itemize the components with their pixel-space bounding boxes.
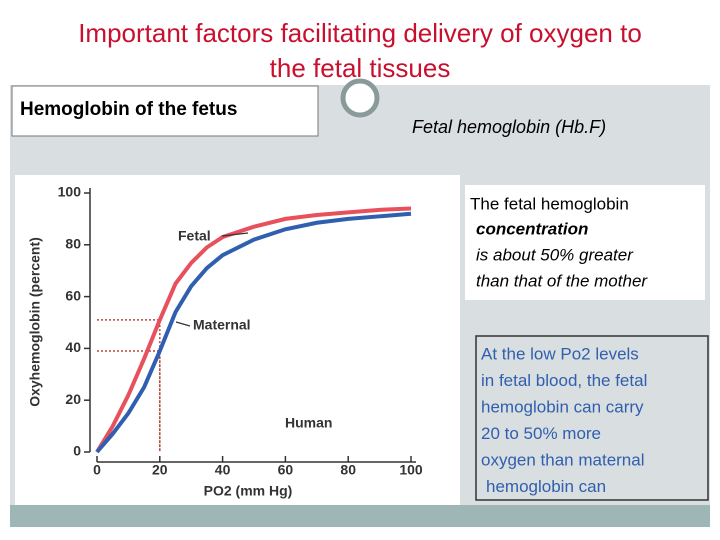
series-label: Maternal bbox=[193, 317, 251, 333]
x-tick-label: 60 bbox=[278, 462, 294, 478]
text-line: than that of the mother bbox=[476, 271, 648, 290]
leader-line bbox=[221, 232, 249, 237]
chart-area bbox=[15, 175, 460, 505]
right-heading: Fetal hemoglobin (Hb.F) bbox=[412, 117, 606, 137]
y-tick-label: 60 bbox=[65, 287, 81, 303]
chart-annotation: Human bbox=[285, 415, 332, 431]
text-line: oxygen than maternal bbox=[481, 450, 645, 469]
data-line bbox=[95, 211, 412, 454]
text-line: in fetal blood, the fetal bbox=[481, 371, 647, 390]
x-tick-label: 40 bbox=[215, 462, 231, 478]
x-tick-label: 0 bbox=[93, 462, 101, 478]
text-line: hemoglobin can bbox=[486, 477, 606, 496]
y-tick-label: 40 bbox=[65, 339, 81, 355]
x-tick-label: 80 bbox=[340, 462, 356, 478]
x-tick-label: 20 bbox=[152, 462, 168, 478]
y-tick-label: 0 bbox=[73, 443, 81, 459]
x-tick-label: 100 bbox=[399, 462, 423, 478]
text-line: is about 50% greater bbox=[476, 245, 634, 264]
text-group: At the low Po2 levels in fetal blood, the… bbox=[481, 344, 647, 496]
data-line bbox=[95, 206, 412, 454]
y-tick-label: 100 bbox=[58, 184, 82, 200]
x-axis-label: PO2 (mm Hg) bbox=[204, 483, 293, 499]
title-area bbox=[10, 8, 710, 85]
heading-box bbox=[11, 85, 319, 137]
text-box bbox=[465, 185, 705, 300]
reference-line bbox=[97, 350, 161, 452]
reference-line bbox=[97, 319, 161, 452]
series-label: Fetal bbox=[178, 228, 211, 244]
footer-bar bbox=[10, 505, 710, 527]
y-tick-label: 20 bbox=[65, 391, 81, 407]
text-line: concentration bbox=[476, 219, 588, 238]
y-tick-label: 80 bbox=[65, 236, 81, 252]
text-box bbox=[475, 335, 709, 501]
text-line: 20 to 50% more bbox=[481, 424, 601, 443]
left-heading: Hemoglobin of the fetus bbox=[20, 99, 237, 120]
slide-title: the fetal tissues bbox=[270, 53, 451, 83]
decorative-circle bbox=[340, 78, 380, 118]
slide-title: Important factors facilitating delivery … bbox=[78, 18, 642, 48]
text-line: At the low Po2 levels bbox=[481, 344, 639, 363]
y-axis-label: Oxyhemoglobin (percent) bbox=[27, 237, 43, 407]
text-line: The fetal hemoglobin bbox=[470, 194, 629, 213]
text-line: hemoglobin can carry bbox=[481, 397, 644, 416]
leader-line bbox=[175, 321, 191, 327]
